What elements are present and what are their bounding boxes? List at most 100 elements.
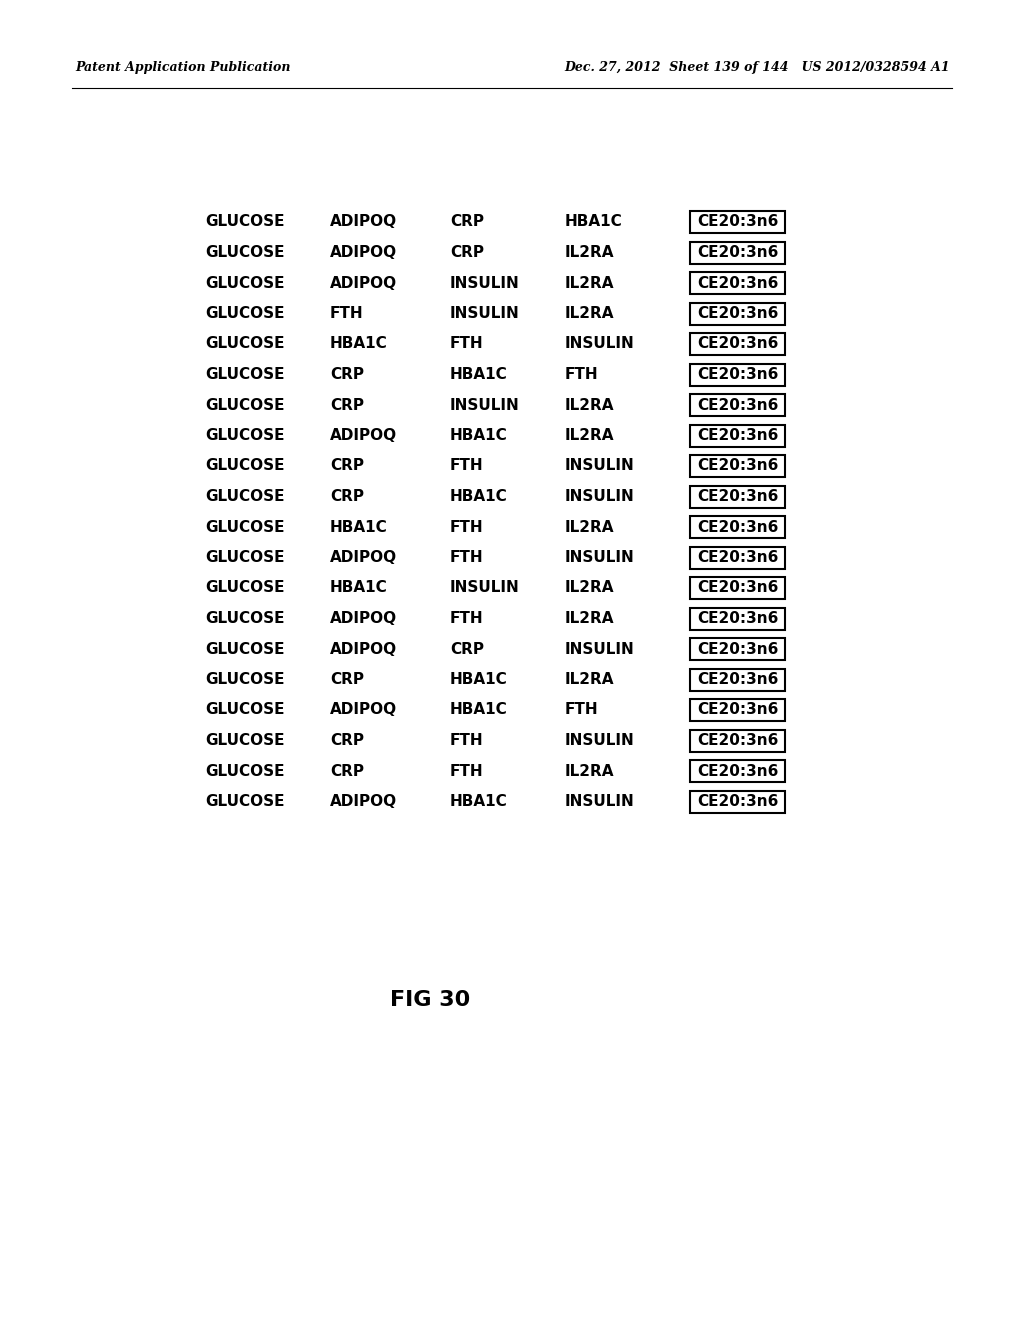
- Text: INSULIN: INSULIN: [565, 795, 635, 809]
- Text: GLUCOSE: GLUCOSE: [205, 367, 285, 381]
- Text: CE20:3n6: CE20:3n6: [696, 520, 778, 535]
- Text: GLUCOSE: GLUCOSE: [205, 520, 285, 535]
- Text: ADIPOQ: ADIPOQ: [330, 428, 397, 444]
- FancyBboxPatch shape: [690, 760, 785, 781]
- Text: CE20:3n6: CE20:3n6: [696, 337, 778, 351]
- Text: CE20:3n6: CE20:3n6: [696, 550, 778, 565]
- Text: GLUCOSE: GLUCOSE: [205, 733, 285, 748]
- Text: GLUCOSE: GLUCOSE: [205, 214, 285, 230]
- Text: CRP: CRP: [330, 672, 364, 686]
- Text: GLUCOSE: GLUCOSE: [205, 306, 285, 321]
- Text: CRP: CRP: [330, 733, 364, 748]
- Text: GLUCOSE: GLUCOSE: [205, 702, 285, 718]
- Text: HBA1C: HBA1C: [450, 428, 508, 444]
- Text: CE20:3n6: CE20:3n6: [696, 795, 778, 809]
- Text: INSULIN: INSULIN: [565, 733, 635, 748]
- FancyBboxPatch shape: [690, 730, 785, 751]
- FancyBboxPatch shape: [690, 393, 785, 416]
- FancyBboxPatch shape: [690, 272, 785, 294]
- Text: IL2RA: IL2RA: [565, 306, 614, 321]
- Text: FTH: FTH: [450, 611, 483, 626]
- Text: CE20:3n6: CE20:3n6: [696, 611, 778, 626]
- Text: CRP: CRP: [450, 642, 484, 656]
- Text: IL2RA: IL2RA: [565, 763, 614, 779]
- Text: INSULIN: INSULIN: [450, 581, 520, 595]
- Text: IL2RA: IL2RA: [565, 428, 614, 444]
- Text: CE20:3n6: CE20:3n6: [696, 246, 778, 260]
- Text: HBA1C: HBA1C: [565, 214, 623, 230]
- Text: INSULIN: INSULIN: [565, 488, 635, 504]
- Text: IL2RA: IL2RA: [565, 520, 614, 535]
- Text: INSULIN: INSULIN: [565, 550, 635, 565]
- FancyBboxPatch shape: [690, 668, 785, 690]
- Text: GLUCOSE: GLUCOSE: [205, 581, 285, 595]
- FancyBboxPatch shape: [690, 242, 785, 264]
- FancyBboxPatch shape: [690, 700, 785, 721]
- Text: FTH: FTH: [450, 550, 483, 565]
- Text: GLUCOSE: GLUCOSE: [205, 795, 285, 809]
- Text: HBA1C: HBA1C: [330, 581, 388, 595]
- Text: CE20:3n6: CE20:3n6: [696, 276, 778, 290]
- Text: GLUCOSE: GLUCOSE: [205, 550, 285, 565]
- FancyBboxPatch shape: [690, 363, 785, 385]
- Text: IL2RA: IL2RA: [565, 246, 614, 260]
- Text: INSULIN: INSULIN: [450, 276, 520, 290]
- Text: ADIPOQ: ADIPOQ: [330, 246, 397, 260]
- Text: GLUCOSE: GLUCOSE: [205, 276, 285, 290]
- Text: CE20:3n6: CE20:3n6: [696, 672, 778, 686]
- Text: HBA1C: HBA1C: [330, 337, 388, 351]
- Text: CE20:3n6: CE20:3n6: [696, 397, 778, 412]
- FancyBboxPatch shape: [690, 425, 785, 446]
- Text: FTH: FTH: [450, 520, 483, 535]
- Text: CRP: CRP: [330, 458, 364, 474]
- Text: IL2RA: IL2RA: [565, 672, 614, 686]
- FancyBboxPatch shape: [690, 211, 785, 234]
- Text: INSULIN: INSULIN: [450, 306, 520, 321]
- Text: GLUCOSE: GLUCOSE: [205, 672, 285, 686]
- FancyBboxPatch shape: [690, 638, 785, 660]
- Text: CE20:3n6: CE20:3n6: [696, 488, 778, 504]
- Text: Patent Application Publication: Patent Application Publication: [75, 62, 291, 74]
- FancyBboxPatch shape: [690, 333, 785, 355]
- FancyBboxPatch shape: [690, 791, 785, 813]
- Text: CE20:3n6: CE20:3n6: [696, 702, 778, 718]
- Text: FTH: FTH: [565, 702, 599, 718]
- Text: GLUCOSE: GLUCOSE: [205, 458, 285, 474]
- FancyBboxPatch shape: [690, 516, 785, 539]
- Text: GLUCOSE: GLUCOSE: [205, 763, 285, 779]
- Text: HBA1C: HBA1C: [450, 367, 508, 381]
- Text: IL2RA: IL2RA: [565, 397, 614, 412]
- Text: GLUCOSE: GLUCOSE: [205, 642, 285, 656]
- Text: FTH: FTH: [450, 733, 483, 748]
- Text: ADIPOQ: ADIPOQ: [330, 611, 397, 626]
- Text: CE20:3n6: CE20:3n6: [696, 733, 778, 748]
- Text: ADIPOQ: ADIPOQ: [330, 795, 397, 809]
- Text: INSULIN: INSULIN: [450, 397, 520, 412]
- Text: GLUCOSE: GLUCOSE: [205, 246, 285, 260]
- Text: ADIPOQ: ADIPOQ: [330, 276, 397, 290]
- Text: CE20:3n6: CE20:3n6: [696, 581, 778, 595]
- Text: HBA1C: HBA1C: [450, 488, 508, 504]
- FancyBboxPatch shape: [690, 455, 785, 477]
- Text: CE20:3n6: CE20:3n6: [696, 214, 778, 230]
- Text: CE20:3n6: CE20:3n6: [696, 642, 778, 656]
- Text: FTH: FTH: [450, 763, 483, 779]
- Text: FIG 30: FIG 30: [390, 990, 470, 1010]
- Text: GLUCOSE: GLUCOSE: [205, 611, 285, 626]
- Text: INSULIN: INSULIN: [565, 642, 635, 656]
- Text: CRP: CRP: [450, 214, 484, 230]
- Text: HBA1C: HBA1C: [450, 702, 508, 718]
- Text: Dec. 27, 2012  Sheet 139 of 144   US 2012/0328594 A1: Dec. 27, 2012 Sheet 139 of 144 US 2012/0…: [564, 62, 950, 74]
- Text: INSULIN: INSULIN: [565, 337, 635, 351]
- Text: GLUCOSE: GLUCOSE: [205, 428, 285, 444]
- Text: ADIPOQ: ADIPOQ: [330, 702, 397, 718]
- Text: CE20:3n6: CE20:3n6: [696, 306, 778, 321]
- Text: CRP: CRP: [330, 763, 364, 779]
- FancyBboxPatch shape: [690, 577, 785, 599]
- Text: CRP: CRP: [450, 246, 484, 260]
- Text: ADIPOQ: ADIPOQ: [330, 642, 397, 656]
- Text: CRP: CRP: [330, 367, 364, 381]
- Text: HBA1C: HBA1C: [330, 520, 388, 535]
- Text: IL2RA: IL2RA: [565, 581, 614, 595]
- Text: FTH: FTH: [565, 367, 599, 381]
